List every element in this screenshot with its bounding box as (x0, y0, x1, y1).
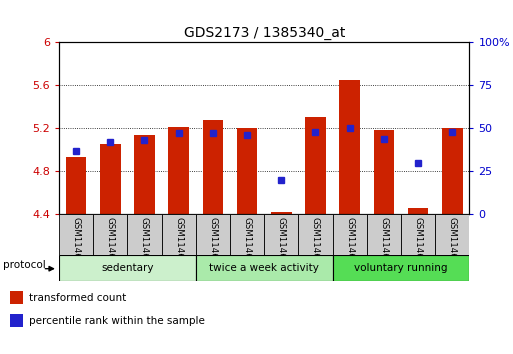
Text: GSM114626: GSM114626 (72, 217, 81, 270)
Text: transformed count: transformed count (29, 293, 127, 303)
Text: sedentary: sedentary (101, 263, 154, 273)
Bar (237, 129, 258, 214)
Text: GSM114627: GSM114627 (106, 217, 115, 270)
Text: percentile rank within the sample: percentile rank within the sample (29, 316, 205, 326)
Bar (196, 255, 332, 281)
Bar (332, 255, 469, 281)
Bar (340, 80, 360, 214)
Bar (230, 214, 264, 255)
Bar (367, 214, 401, 255)
Text: protocol: protocol (3, 261, 46, 270)
Bar (305, 116, 326, 214)
Bar (271, 212, 291, 214)
Title: GDS2173 / 1385340_at: GDS2173 / 1385340_at (184, 26, 345, 40)
Bar (66, 157, 86, 214)
Bar (442, 129, 463, 214)
Text: GSM114621: GSM114621 (448, 217, 457, 270)
Text: twice a week activity: twice a week activity (209, 263, 319, 273)
Bar (59, 255, 196, 281)
Bar (264, 214, 299, 255)
Text: GSM114624: GSM114624 (277, 217, 286, 270)
Text: GSM114618: GSM114618 (345, 217, 354, 270)
Bar (162, 214, 196, 255)
Bar (196, 214, 230, 255)
Bar (373, 131, 394, 214)
Text: GSM114625: GSM114625 (311, 217, 320, 270)
Bar (401, 214, 435, 255)
Text: GSM114629: GSM114629 (174, 217, 183, 270)
Bar (59, 214, 93, 255)
Bar (332, 214, 367, 255)
Text: GSM114622: GSM114622 (208, 217, 218, 270)
Text: GSM114628: GSM114628 (140, 217, 149, 270)
Text: GSM114619: GSM114619 (380, 217, 388, 270)
Bar (435, 214, 469, 255)
Text: GSM114620: GSM114620 (413, 217, 423, 270)
Text: voluntary running: voluntary running (354, 263, 448, 273)
Bar (408, 208, 428, 214)
Bar (10, 314, 23, 327)
Bar (168, 127, 189, 214)
Bar (299, 214, 332, 255)
Bar (93, 214, 127, 255)
Bar (127, 214, 162, 255)
Bar (10, 291, 23, 304)
Text: GSM114623: GSM114623 (243, 217, 251, 270)
Bar (134, 135, 155, 214)
Bar (100, 144, 121, 214)
Bar (203, 120, 223, 214)
